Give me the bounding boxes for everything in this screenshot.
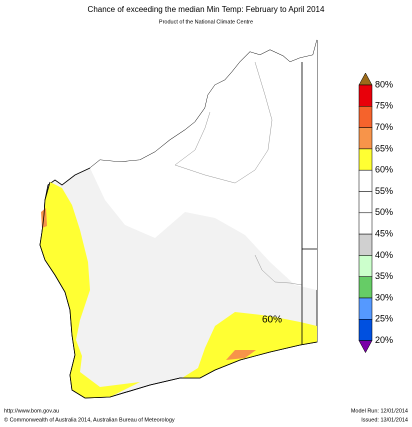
footer-url: http://www.bom.gov.au [4,408,59,414]
footer-copyright: © Commonwealth of Australia 2014, Austra… [4,416,175,423]
region-line [254,254,303,286]
legend-swatch [358,191,373,214]
subtitle: Product of the National Climate Centre [159,19,253,25]
yellow-south [182,312,317,378]
legend-label: 65% [375,143,393,153]
legend: 80% 75% 70% 65% 60% 55% 50% 45% 40% 35% 30% 25% 20% [358,72,393,354]
legend-label: 80% [375,79,393,89]
legend-swatch [358,255,373,277]
legend-swatch [358,84,373,107]
legend-swatch [358,212,373,235]
legend-label: 45% [375,228,393,238]
legend-swatch [358,148,373,171]
legend-label: 25% [375,314,393,324]
legend-label: 75% [375,101,393,111]
footer-issued: Issued: 13/01/2014 [361,417,408,423]
legend-swatch [358,319,373,341]
state-border [301,62,317,345]
legend-label: 20% [375,335,393,345]
map-annotation: 60% [262,315,282,326]
north-white-region [90,40,317,290]
legend-label: 35% [375,271,393,281]
legend-label: 40% [375,250,393,260]
legend-swatch [358,106,373,128]
legend-label: 60% [375,165,393,175]
footer-model-run: Model Run: 12/01/2014 [351,408,408,414]
legend-label: 30% [375,292,393,302]
legend-label: 55% [375,186,393,196]
legend-swatch [358,233,373,256]
title: Chance of exceeding the median Min Temp:… [88,5,325,14]
legend-label: 70% [375,122,393,132]
coastline [39,181,318,399]
legend-swatch [358,297,373,320]
legend-swatch [358,127,373,150]
yellow-west [40,182,140,398]
legend-cap [358,72,373,86]
legend-cap [358,340,373,354]
map: 60% [39,39,318,399]
orange-south [226,350,256,360]
legend-swatch [358,169,373,192]
legend-swatch [358,276,373,299]
legend-label: 50% [375,207,393,217]
region-line [174,61,273,184]
